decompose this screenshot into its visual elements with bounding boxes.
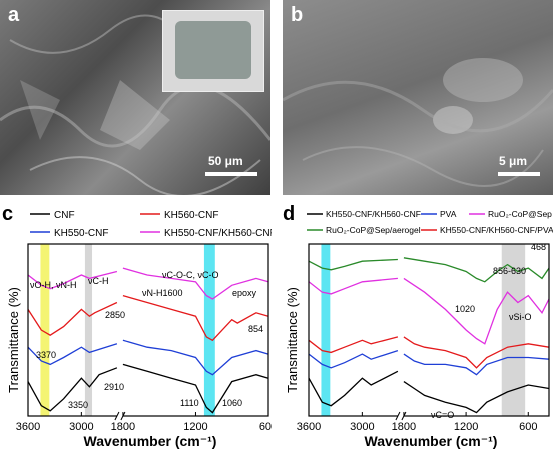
x-tick-label-c-2: 1800 (111, 421, 135, 433)
series-line-c-2-seg1 (122, 339, 269, 376)
series-line-c-2-seg0 (27, 343, 118, 366)
x-tick-label-d-1: 3000 (350, 421, 374, 433)
panel-letter-b: b (291, 4, 304, 26)
legend-label-d-3: RuO₂-CoP@Sep/aerogel (326, 225, 421, 235)
annotations-d: 468 856-630 1020 νSi-O νC=O (431, 242, 546, 420)
plot-frame-d (308, 243, 550, 417)
annotation-c-8: 2910 (104, 382, 124, 392)
legend-label-c-0: CNF (54, 210, 75, 221)
panel-letter-d: d (283, 203, 295, 225)
x-axis-label-d: Wavenumber (cm⁻¹) (365, 433, 498, 449)
series-line-c-1-seg0 (27, 301, 118, 336)
legend-label-d-4: KH550-CNF/KH560-CNF/PVA (440, 225, 553, 235)
axis-break-mark-c-0 (114, 411, 120, 421)
highlight-band-c-2 (203, 244, 215, 416)
series-line-d-0-seg0 (308, 370, 399, 407)
highlight-band-d-1 (501, 244, 526, 416)
series-line-d-0-seg1 (403, 381, 550, 414)
annotation-c-2: νC-O-C, νC-O (162, 270, 219, 280)
series-line-d-3-seg0 (308, 258, 398, 271)
inset-photo (162, 10, 264, 92)
y-axis-label-c: Transmittance (%) (6, 287, 21, 393)
legend-label-c-1: KH560-CNF (164, 210, 218, 221)
annotation-c-9: 3350 (68, 400, 88, 410)
sem-image-b: b 5 μm (283, 0, 553, 195)
series-line-c-1-seg1 (122, 294, 269, 342)
annotation-c-10: 1110 (180, 398, 199, 408)
sem-texture-b (283, 58, 553, 187)
panel-letter-c: c (2, 203, 13, 225)
axis-break-gap-d (397, 412, 404, 420)
annotations-c: νO-H, νN-H νC-H νC-O-C, νC-O νN-H1600 ep… (30, 270, 263, 410)
scale-label-b: 5 μm (499, 154, 528, 168)
axis-break-mark-d-0 (395, 411, 401, 421)
annotation-c-11: 1060 (222, 398, 242, 408)
annotation-c-6: 854 (248, 324, 263, 334)
annotation-c-5: 2850 (105, 310, 125, 320)
series-line-d-4-seg1 (403, 336, 550, 369)
legend-label-d-1: PVA (440, 209, 457, 219)
ftir-chart-c: c Transmittance (%) Wavenumber (cm⁻¹) CN… (2, 203, 272, 449)
panel-letter-a: a (8, 4, 20, 26)
x-tick-label-d-4: 600 (519, 421, 537, 433)
series-line-d-4-seg0 (308, 336, 399, 354)
series-line-d-1-seg1 (403, 353, 550, 376)
annotation-d-3: νSi-O (509, 312, 532, 322)
plot-frame-c (27, 243, 269, 417)
series-line-d-2-seg1 (403, 277, 550, 345)
series-line-d-1-seg0 (308, 349, 399, 369)
series-line-c-0-seg0 (27, 367, 118, 412)
annotation-c-3: νN-H1600 (142, 288, 183, 298)
scale-label-a: 50 μm (208, 154, 243, 168)
series-line-d-2-seg0 (308, 277, 398, 295)
annotation-c-4: epoxy (232, 288, 257, 298)
scale-bar-b (498, 172, 540, 176)
annotation-c-1: νC-H (88, 276, 109, 286)
highlight-band-d-0 (321, 244, 331, 416)
x-tick-label-c-4: 600 (259, 421, 272, 433)
legend-label-c-3: KH550-CNF/KH560-CNF (164, 228, 272, 239)
y-axis-label-d: Transmittance (%) (285, 287, 300, 393)
series-line-c-0-seg1 (122, 363, 269, 414)
highlight-band-c-1 (84, 244, 93, 416)
x-tick-label-c-1: 3000 (69, 421, 93, 433)
legend-d: KH550-CNF/KH560-CNF PVA RuO₂-CoP@Sep RuO… (307, 209, 553, 235)
axis-break-gap-c (116, 412, 123, 420)
ftir-chart-d: d Transmittance (%) Wavenumber (cm⁻¹) KH… (283, 203, 553, 449)
x-tick-label-d-0: 3600 (297, 421, 321, 433)
annotation-d-1: 856-630 (493, 266, 526, 276)
x-axis-label-c: Wavenumber (cm⁻¹) (84, 433, 217, 449)
legend-c: CNF KH560-CNF KH550-CNF KH550-CNF/KH560-… (30, 210, 272, 239)
highlight-band-c-0 (40, 244, 50, 416)
series-line-d-3-seg1 (403, 257, 550, 283)
annotation-c-7: 3370 (36, 350, 56, 360)
x-tick-label-d-2: 1800 (392, 421, 416, 433)
sem-image-a: a 50 μm (0, 0, 270, 195)
legend-label-d-2: RuO₂-CoP@Sep (488, 209, 552, 219)
aerogel-sample (175, 21, 251, 79)
series-line-c-3-seg1 (122, 267, 269, 300)
annotation-d-4: νC=O (431, 410, 454, 420)
series-line-c-3-seg0 (27, 270, 118, 290)
annotation-d-0: 468 (531, 242, 546, 252)
scale-bar-a (205, 172, 257, 176)
legend-label-d-0: KH550-CNF/KH560-CNF (326, 209, 421, 219)
annotation-c-0: νO-H, νN-H (30, 280, 77, 290)
annotation-d-2: 1020 (455, 304, 475, 314)
legend-label-c-2: KH550-CNF (54, 228, 108, 239)
x-tick-label-c-0: 3600 (16, 421, 40, 433)
x-tick-label-d-3: 1200 (454, 421, 478, 433)
x-tick-label-c-3: 1200 (183, 421, 207, 433)
